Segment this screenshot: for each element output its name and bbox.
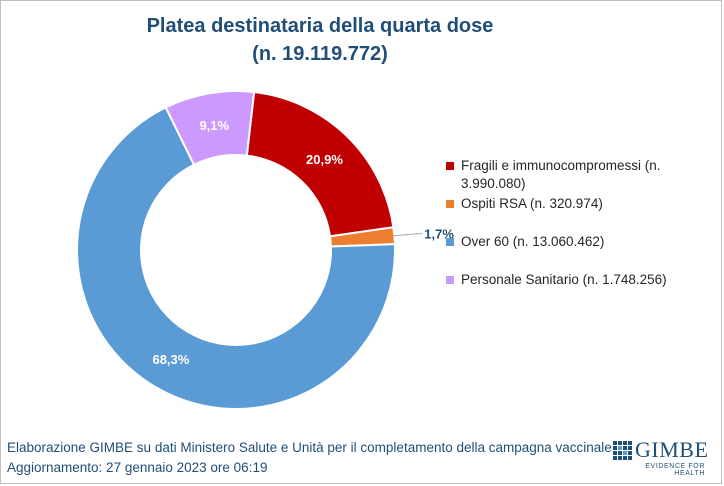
slice-over60 [76, 106, 396, 410]
legend-label-personale: Personale Sanitario (n. 1.748.256) [461, 272, 667, 287]
legend-label-fragili: Fragili e immunocompromessi (n. 3.990.08… [461, 158, 661, 191]
gimbe-logo: GIMBE EVIDENCE FOR HEALTH [613, 437, 709, 477]
legend-swatch-over60 [446, 238, 454, 246]
footer-source: Elaborazione GIMBE su dati Ministero Sal… [7, 440, 612, 455]
logo-name: GIMBE [635, 437, 709, 462]
chart-subtitle: (n. 19.119.772) [252, 43, 388, 65]
slice-personale [164, 90, 256, 167]
legend-item-rsa: Ospiti RSA (n. 320.974) [446, 195, 706, 233]
data-label-rsa: 1,7% [424, 227, 454, 242]
legend-swatch-fragili [446, 162, 454, 170]
footer: Elaborazione GIMBE su dati Ministero Sal… [7, 438, 612, 478]
data-label-over60: 68,3% [152, 352, 189, 367]
leader-line-rsa [392, 233, 423, 237]
legend-label-over60: Over 60 (n. 13.060.462) [461, 234, 605, 249]
data-label-fragili: 20,9% [306, 152, 343, 167]
legend-label-rsa: Ospiti RSA (n. 320.974) [461, 196, 603, 211]
chart-title: Platea destinataria della quarta dose [146, 15, 494, 37]
legend-swatch-rsa [446, 200, 454, 208]
legend-item-fragili: Fragili e immunocompromessi (n. 3.990.08… [446, 157, 706, 195]
footer-updated: Aggiornamento: 27 gennaio 2023 ore 06:19 [7, 460, 268, 475]
legend: Fragili e immunocompromessi (n. 3.990.08… [446, 157, 706, 289]
legend-swatch-personale [446, 276, 454, 284]
legend-item-personale: Personale Sanitario (n. 1.748.256) [446, 271, 706, 289]
data-label-personale: 9,1% [199, 118, 229, 133]
logo-tagline: EVIDENCE FOR HEALTH [645, 463, 705, 477]
legend-item-over60: Over 60 (n. 13.060.462) [446, 233, 706, 271]
gimbe-logo-icon [613, 441, 632, 460]
chart-title-block: Platea destinataria della quarta dose (n… [0, 12, 640, 68]
